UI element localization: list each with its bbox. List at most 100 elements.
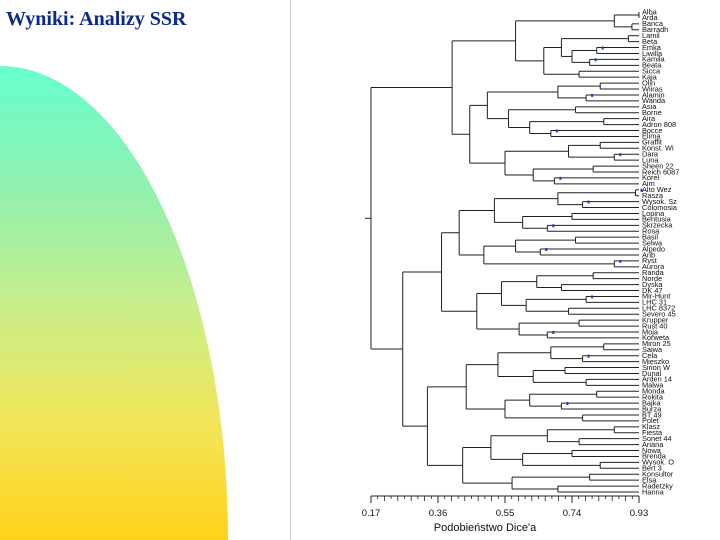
leaf-label: Konsultor — [642, 470, 674, 479]
leaf-label: Alpedo — [642, 244, 665, 253]
leaf-label: Alamin — [642, 90, 665, 99]
leaf-label: Dyska — [642, 280, 663, 289]
leaf-label: Cela — [642, 351, 658, 360]
leaf-label: Banca — [642, 19, 664, 28]
leaf-label: LHC 31 — [642, 298, 667, 307]
leaf-label: Kaja — [642, 72, 658, 81]
leaf-label: Elima — [642, 132, 661, 141]
bootstrap-marker — [619, 153, 622, 157]
leaf-label: Rosa — [642, 227, 660, 236]
leaf-label: Arib — [642, 250, 655, 259]
leaf-label: Rokita — [642, 392, 664, 401]
leaf-label: Aurora — [642, 262, 665, 271]
dendrogram-chart: AlbaArdaBancaBarradhLamilBetaEmkaLiwilla… — [362, 7, 680, 534]
leaf-label: Krupper — [642, 315, 669, 324]
leaf-label: Hanna — [642, 487, 665, 496]
leaf-label: Sonet 44 — [642, 434, 672, 443]
leaf-label: Borne — [642, 108, 662, 117]
bootstrap-marker — [591, 93, 594, 97]
leaf-label: Rasza — [642, 191, 664, 200]
bootstrap-marker — [545, 248, 548, 251]
leaf-label: Aim — [642, 179, 655, 188]
leaf-label: Wysok. Sz — [642, 197, 677, 206]
leaf-label: Luna — [642, 155, 659, 164]
leaf-label: Graffit — [642, 138, 662, 147]
leaf-label: BT 49 — [642, 410, 662, 419]
leaf-label: Arda — [642, 13, 659, 22]
x-tick-label: 0.36 — [429, 508, 448, 519]
leaf-label: Wiiras — [642, 84, 663, 93]
bootstrap-marker — [587, 354, 590, 358]
bootstrap-marker — [601, 46, 604, 50]
leaf-label: Moja — [642, 327, 659, 336]
leaf-label: Wanda — [642, 96, 666, 105]
leaf-label: Norde — [642, 274, 662, 283]
x-tick-label: 0.93 — [630, 508, 649, 519]
leaf-label: Rust 40 — [642, 321, 667, 330]
leaf-label: Mir-Hunt — [642, 292, 670, 301]
leaf-label: Dara — [642, 150, 659, 159]
leaf-label: Korel — [642, 173, 660, 182]
x-tick-label: 0.17 — [362, 508, 381, 519]
leaf-label: Nowa — [642, 446, 662, 455]
leaf-label: Radetzky — [642, 481, 673, 490]
leaf-label: Sicca — [642, 67, 661, 76]
leaf-label: Bentusia — [642, 215, 672, 224]
leaf-label: Arden 14 — [642, 375, 672, 384]
decorative-gradient-shape — [0, 66, 228, 540]
leaf-label: Mieszko — [642, 357, 669, 366]
leaf-label: Beata — [642, 61, 662, 70]
leaf-label: Skrzecka — [642, 221, 673, 230]
leaf-label: Elsa — [642, 475, 657, 484]
leaf-label: Ryst — [642, 256, 657, 265]
leaf-label: DK 47 — [642, 286, 663, 295]
bootstrap-marker — [552, 224, 555, 228]
leaf-label: Alto Wez — [642, 185, 672, 194]
leaf-label: Bert 3 — [642, 464, 662, 473]
leaf-label: Lamil — [642, 31, 660, 40]
leaf-label: Asia — [642, 102, 657, 111]
bootstrap-marker — [591, 295, 594, 299]
x-tick-label: 0.55 — [496, 508, 515, 519]
chart-panel: Alba Arda Banca Barradh Lamil Beta Emka Liwilla… — [290, 0, 720, 540]
leaf-label: Ariana — [642, 440, 664, 449]
bootstrap-marker — [619, 259, 622, 263]
leaf-label: Liwilla — [642, 49, 663, 58]
leaf-label: Klasz — [642, 422, 660, 431]
leaf-label: Barradh — [642, 25, 668, 34]
leaf-label: Basil — [642, 232, 658, 241]
leaf-label: Sheen 22 — [642, 161, 674, 170]
bootstrap-marker — [640, 188, 643, 192]
leaf-label: Selwa — [642, 238, 663, 247]
leaf-label: Konst. Wi — [642, 144, 674, 153]
leaf-label: Kamila — [642, 55, 665, 64]
bootstrap-marker — [555, 129, 558, 133]
slide-title: Wyniki: Analizy SSR — [6, 8, 187, 30]
leaf-label: Saiwa — [642, 345, 663, 354]
leaf-label: Sirion W — [642, 363, 670, 372]
bootstrap-marker — [594, 58, 597, 62]
leaf-label: Olin — [642, 78, 655, 87]
bootstrap-marker — [559, 176, 562, 180]
leaf-label: Adron 808 — [642, 120, 676, 129]
x-tick-label: 0.74 — [563, 508, 582, 519]
leaf-label: Malwa — [642, 381, 664, 390]
leaf-label: Miron 25 — [642, 339, 671, 348]
leaf-label: Reich 6087 — [642, 167, 679, 176]
x-axis-label: Podobieństwo Dice'a — [434, 522, 537, 534]
leaf-label: Brenda — [642, 452, 667, 461]
leaf-label: Emka — [642, 43, 662, 52]
leaf-label: Randa — [642, 268, 665, 277]
leaf-label: LHC 8372 — [642, 304, 675, 313]
leaf-label: Bocce — [642, 126, 663, 135]
leaf-label: Monda — [642, 387, 665, 396]
leaf-label: Fiesta — [642, 428, 663, 437]
leaf-label: Dunal — [642, 369, 662, 378]
leaf-label: Beta — [642, 37, 658, 46]
leaf-label: Colomosia — [642, 203, 678, 212]
leaf-label: Alba — [642, 7, 658, 16]
leaf-label: Burza — [642, 404, 662, 413]
leaf-label: Lopina — [642, 209, 665, 218]
leaf-label: Wysok. O — [642, 458, 674, 467]
leaf-label: Polet — [642, 416, 659, 425]
